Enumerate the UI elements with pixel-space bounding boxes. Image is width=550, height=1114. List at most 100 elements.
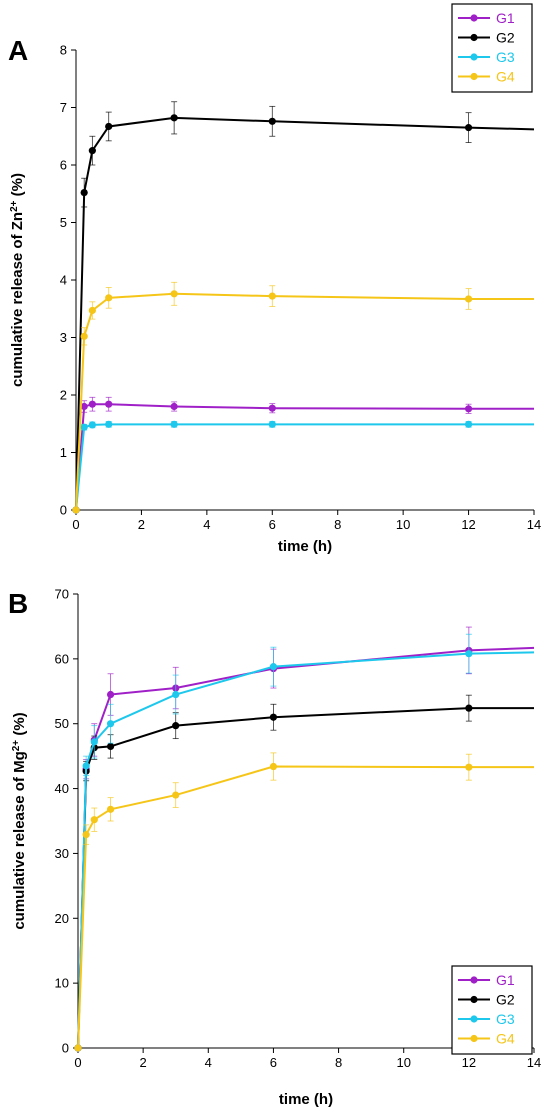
panel-a-data-point: [105, 400, 113, 408]
panel-a-data-point: [464, 405, 473, 413]
panel-b-data-point: [106, 690, 115, 699]
panel-b-data-point: [465, 704, 473, 712]
panel-b-data-point: [82, 762, 90, 770]
panel-b-legend-label: G4: [496, 1031, 515, 1047]
panel-a-series-g4: [72, 281, 534, 514]
panel-b-x-tick-label: 12: [462, 1055, 476, 1070]
panel-a-legend-swatch-marker: [470, 33, 478, 42]
panel-b-data-point: [269, 663, 278, 671]
panel-b-y-tick-label: 70: [55, 587, 69, 602]
panel-a-series-g1: [72, 396, 534, 514]
panel-b-y-tick-label: 60: [55, 651, 69, 666]
panel-b-legend-label: G1: [496, 972, 515, 988]
panel-a-data-point: [80, 402, 88, 411]
panel-b-data-point: [90, 738, 98, 746]
panel-a-data-point: [268, 404, 276, 412]
panel-b-y-tick-label: 20: [55, 911, 69, 926]
panel-a-series-g2: [72, 101, 535, 514]
panel-a-x-tick-label: 4: [203, 517, 210, 532]
panel-b-data-point: [106, 720, 115, 728]
panel-a-legend-label: G2: [496, 30, 515, 46]
panel-a-data-point: [88, 306, 96, 315]
panel-b-x-tick-label: 6: [270, 1055, 277, 1070]
panel-b-data-point: [106, 742, 115, 751]
panel-b-data-point: [82, 831, 90, 839]
panel-a-y-tick-label: 1: [60, 445, 67, 460]
panel-b-letter: B: [8, 588, 28, 619]
panel-b-y-tick-label: 30: [55, 846, 69, 861]
panel-a-data-point: [88, 147, 96, 155]
panel-a-data-point: [464, 295, 473, 303]
panel-a-x-tick-label: 2: [138, 517, 145, 532]
panel-b-data-point: [172, 690, 180, 699]
panel-a-legend-swatch-marker: [470, 72, 478, 81]
panel-a-y-tick-label: 0: [60, 503, 67, 518]
panel-a-x-tick-label: 0: [72, 517, 79, 532]
panel-a-data-point: [88, 400, 96, 408]
panel-a-y-tick-label: 4: [60, 273, 67, 288]
panel-a-data-point: [170, 402, 178, 411]
panel-a-legend-label: G3: [496, 49, 515, 65]
panel-b-legend-swatch-marker: [470, 1034, 478, 1043]
panel-b-x-tick-label: 4: [205, 1055, 212, 1070]
panel-b-line-g3: [77, 651, 535, 1049]
panel-a-data-point: [80, 332, 88, 340]
panel-b-y-tick-label: 10: [55, 976, 69, 991]
panel-a-letter: A: [8, 35, 28, 66]
panel-b-legend-label: G2: [496, 992, 515, 1008]
panel-a-y-tick-label: 5: [60, 215, 67, 230]
panel-a-data-point: [88, 421, 96, 429]
panel-a-data-point: [170, 114, 178, 122]
panel-a-y-axis-label: cumulative release of Zn2+ (%): [9, 173, 27, 387]
panel-a-line-g2: [75, 116, 535, 511]
panel-b-legend-swatch-marker: [470, 976, 478, 984]
panel-b-x-tick-label: 0: [74, 1055, 81, 1070]
panel-b-legend-swatch-marker: [470, 1015, 478, 1023]
panel-b-legend-swatch-marker: [470, 995, 478, 1004]
panel-a-legend-label: G1: [496, 10, 515, 26]
panel-b-data-point: [74, 1044, 82, 1052]
panel-a-data-point: [105, 294, 113, 302]
panel-a-legend-swatch-marker: [470, 14, 478, 22]
panel-a-line-g1: [75, 403, 534, 511]
panel-a-data-point: [72, 506, 80, 514]
panel-b-data-point: [269, 762, 278, 771]
panel-a-y-tick-label: 3: [60, 330, 67, 345]
panel-a-data-point: [464, 420, 473, 428]
panel-a-data-point: [464, 124, 473, 132]
panel-b-legend: G1 G2 G3 G4: [451, 965, 533, 1055]
panel-a-y-tick-label: 7: [60, 100, 67, 115]
panel-a-x-tick-label: 14: [527, 517, 541, 532]
panel-b-legend-label: G3: [496, 1011, 515, 1027]
panel-a-data-point: [170, 290, 178, 298]
panel-b-x-tick-label: 8: [335, 1055, 342, 1070]
panel-a-x-tick-label: 8: [334, 517, 341, 532]
plot-b: 0 10 20 30 40 50 60 70 0 2 4 6 8 10 12 14 time (h) cumula…: [11, 587, 542, 1109]
panel-b-data-point: [269, 713, 278, 721]
panel-b-y-axis-label: cumulative release of Mg2+ (%): [11, 712, 29, 929]
panel-b-y-tick-label: 0: [62, 1041, 69, 1056]
panel-a-data-point: [268, 117, 276, 125]
panel-b-data-point: [465, 763, 473, 771]
panel-b-data-point: [465, 650, 473, 658]
panel-a-data-point: [105, 122, 113, 131]
panel-a-legend: G1 G2 G3 G4: [451, 3, 533, 93]
panel-b: B 0 10 20 30 40 50 60 70 0 2 4 6 8 10 12 14 time (h) cumu…: [8, 587, 541, 1109]
panel-a-line-g3: [75, 423, 534, 511]
panel-a-data-point: [170, 420, 178, 428]
panel-a-y-tick-label: 2: [60, 388, 67, 403]
panel-b-y-tick-label: 50: [55, 716, 69, 731]
panel-a-data-point: [80, 189, 88, 197]
panel-b-data-point: [172, 791, 180, 799]
panel-a-legend-label: G4: [496, 69, 515, 85]
panel-b-x-tick-label: 10: [396, 1055, 410, 1070]
panel-a-x-tick-label: 10: [396, 517, 410, 532]
panel-a-data-point: [80, 423, 88, 431]
panel-a-data-point: [268, 292, 276, 300]
panel-a-data-point: [268, 420, 276, 428]
panel-b-y-tick-label: 40: [55, 781, 69, 796]
panel-a-x-tick-label: 6: [269, 517, 276, 532]
